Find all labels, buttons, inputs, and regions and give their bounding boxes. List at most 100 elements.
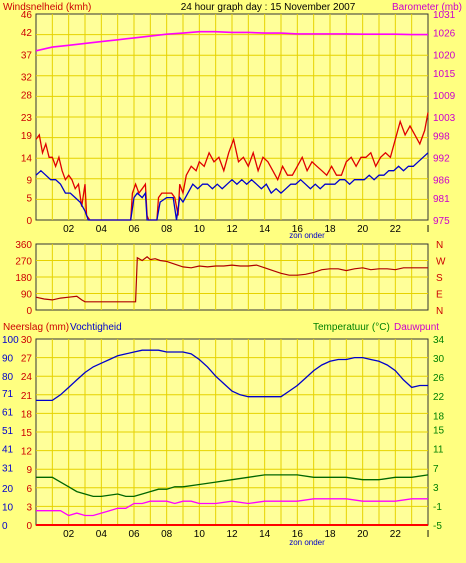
humidity-tick-label: 51 xyxy=(2,426,14,437)
rain-tick-label: 27 xyxy=(21,354,33,365)
compass-label: N xyxy=(436,306,443,317)
rain-tick-label: 18 xyxy=(21,409,33,420)
y2-tick-label: 22 xyxy=(433,392,445,403)
x-tick-label: 02 xyxy=(63,529,75,540)
x-tick-label: 08 xyxy=(161,224,173,235)
compass-label: E xyxy=(436,290,443,301)
humidity-tick-label: 20 xyxy=(2,484,14,495)
graph-title: 24 hour graph day : 15 November 2007 xyxy=(181,2,356,13)
x-tick-label: 06 xyxy=(128,224,140,235)
x-tick-label: 14 xyxy=(259,224,271,235)
barometer-series xyxy=(35,30,428,52)
rain-tick-label: 30 xyxy=(21,335,33,346)
dewpoint-series xyxy=(36,498,428,517)
wind-gust-series xyxy=(35,112,429,221)
sunset-label-panel-humidity: zon onder xyxy=(289,538,325,547)
y2-tick-label: -1 xyxy=(433,502,442,513)
wind-speed-title: Windsnelheid (kmh) xyxy=(3,2,91,13)
humidity-rain-axis: 0 10 20 31 41 51 61 71 80 90 100 0 3 6 9 12 15 18 21 24 27 30 xyxy=(2,335,32,532)
y-tick-label: 180 xyxy=(15,273,32,284)
direction-degrees-axis: 0 90 180 270 360 xyxy=(15,240,32,317)
y-tick-label: 0 xyxy=(26,306,32,317)
y-tick-label: 28 xyxy=(21,91,33,102)
panel-direction-series xyxy=(35,256,428,303)
wind-average-series xyxy=(35,152,429,221)
humidity-tick-label: 31 xyxy=(2,463,14,474)
panel-wind-time-axis: 02 04 06 08 10 12 14 16 18 20 22 I xyxy=(63,224,429,235)
x-tick-label: 04 xyxy=(96,224,108,235)
y-tick-label: 270 xyxy=(15,257,32,268)
humidity-tick-label: 10 xyxy=(2,502,14,513)
rain-tick-label: 6 xyxy=(26,484,32,495)
rain-tick-label: 3 xyxy=(26,502,32,513)
y2-tick-label: 34 xyxy=(433,335,445,346)
y-tick-label: 46 xyxy=(21,10,33,21)
y-tick-label: 19 xyxy=(21,131,33,142)
x-tick-label: 06 xyxy=(128,529,140,540)
y2-tick-label: 1003 xyxy=(433,113,456,124)
y-tick-label: 42 xyxy=(21,28,33,39)
x-tick-label: 10 xyxy=(194,529,206,540)
x-tick-label: 12 xyxy=(226,529,238,540)
y2-tick-label: 15 xyxy=(433,426,445,437)
humidity-tick-label: 80 xyxy=(2,372,14,383)
rain-tick-label: 24 xyxy=(21,372,33,383)
y2-tick-label: 3 xyxy=(433,483,439,494)
y2-tick-label: 1015 xyxy=(433,69,456,80)
x-tick-label: 14 xyxy=(259,529,271,540)
humidity-title: Vochtigheid xyxy=(70,322,122,333)
panel-humidity-series xyxy=(36,349,429,526)
y2-tick-label: 1026 xyxy=(433,28,456,39)
y2-tick-label: 1009 xyxy=(433,91,456,102)
rain-tick-label: 9 xyxy=(26,465,32,476)
humidity-tick-label: 0 xyxy=(2,521,8,532)
wind-speed-axis: 0 5 9 14 19 23 28 32 37 42 46 xyxy=(21,10,33,227)
x-tick-label: I xyxy=(427,529,430,540)
sunset-label-panel-wind: zon onder xyxy=(289,231,325,240)
humidity-tick-label: 41 xyxy=(2,445,14,456)
y-tick-label: 14 xyxy=(21,153,33,164)
rain-tick-label: 12 xyxy=(21,447,33,458)
y2-tick-label: 981 xyxy=(433,194,450,205)
dewpoint-title: Dauwpunt xyxy=(394,322,439,333)
y-tick-label: 32 xyxy=(21,73,33,84)
compass-label: N xyxy=(436,240,443,251)
panel-direction-grid xyxy=(36,244,428,310)
y-tick-label: 5 xyxy=(26,194,32,205)
x-tick-label: 18 xyxy=(324,224,336,235)
y-tick-label: 90 xyxy=(21,290,33,301)
temperature-axis: -5 -1 3 7 11 15 18 22 26 30 34 xyxy=(433,335,445,532)
y-tick-label: 9 xyxy=(26,176,32,187)
y-tick-label: 37 xyxy=(21,50,33,61)
x-tick-label: 22 xyxy=(390,224,402,235)
y2-tick-label: 11 xyxy=(433,445,444,456)
rain-tick-label: 0 xyxy=(26,521,32,532)
rain-tick-label: 15 xyxy=(21,428,33,439)
humidity-tick-label: 100 xyxy=(2,335,19,346)
y2-tick-label: 975 xyxy=(433,216,450,227)
panel-humidity-time-axis: 02 04 06 08 10 12 14 16 18 20 22 I xyxy=(63,529,429,540)
y2-tick-label: 18 xyxy=(433,411,445,422)
y2-tick-label: -5 xyxy=(433,521,442,532)
temperature-title: Temperatuur (°C) xyxy=(313,322,390,333)
x-tick-label: 20 xyxy=(357,224,369,235)
x-tick-label: 04 xyxy=(96,529,108,540)
barometer-title: Barometer (mb) xyxy=(392,2,462,13)
y-tick-label: 0 xyxy=(26,216,32,227)
panel-wind-grid xyxy=(36,14,428,220)
x-tick-label: 10 xyxy=(194,224,206,235)
y2-tick-label: 1031 xyxy=(433,10,456,21)
panel-wind-series xyxy=(35,30,429,221)
x-tick-label: 12 xyxy=(226,224,238,235)
y-tick-label: 23 xyxy=(21,113,33,124)
humidity-tick-label: 61 xyxy=(2,408,14,419)
x-tick-label: I xyxy=(427,224,430,235)
x-tick-label: 02 xyxy=(63,224,75,235)
y2-tick-label: 998 xyxy=(433,131,450,142)
rain-tick-label: 21 xyxy=(21,391,33,402)
y2-tick-label: 1020 xyxy=(433,50,456,61)
y2-tick-label: 986 xyxy=(433,176,450,187)
x-tick-label: 16 xyxy=(292,224,304,235)
